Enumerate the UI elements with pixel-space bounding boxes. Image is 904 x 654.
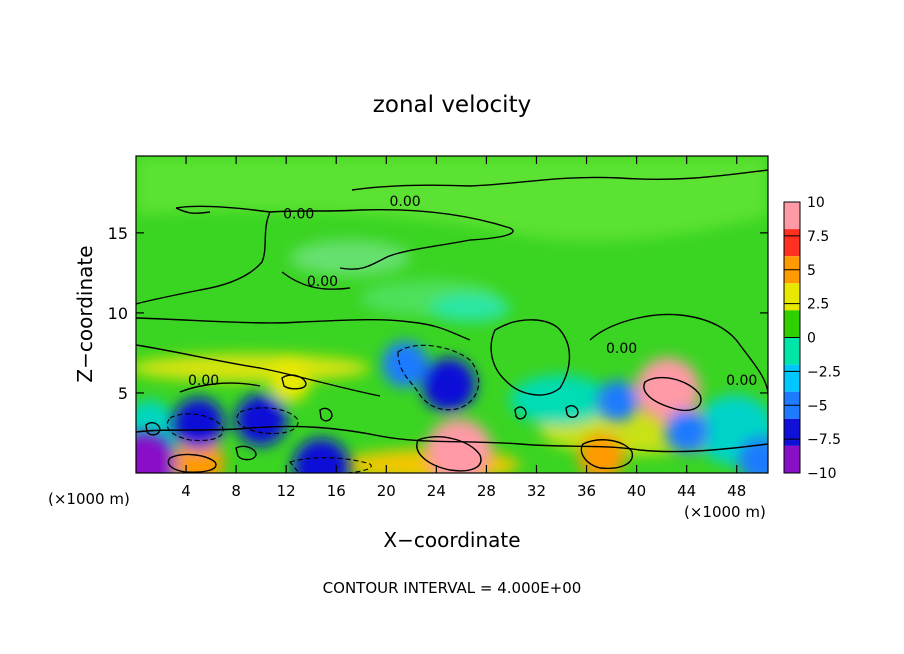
x-axis-title: X−coordinate [383, 528, 520, 552]
chart-title: zonal velocity [373, 92, 531, 118]
colorbar-tick-label: 0 [807, 331, 816, 347]
field-extremum-7 [235, 394, 287, 446]
contour-line [416, 436, 482, 472]
contour-line [167, 453, 217, 473]
contour-line [145, 422, 161, 436]
x-tick-label: 48 [727, 482, 746, 500]
y-axis-title: Z−coordinate [73, 245, 97, 382]
x-tick-label: 24 [427, 482, 446, 500]
y-tick-label: 10 [108, 304, 128, 323]
x-axis: 4 8 12 16 20 24 28 32 36 40 44 48 [181, 156, 746, 500]
contour-label-4: 0.00 [606, 341, 637, 357]
field-extremum-5 [421, 358, 476, 412]
field-extremum-core-12 [136, 449, 159, 473]
field-extremum-10 [664, 409, 709, 454]
x-tick-label: 32 [527, 482, 546, 500]
colorbar-segment [784, 310, 800, 338]
contour-line [175, 207, 211, 214]
x-tick-label: 4 [181, 482, 191, 500]
colorbar-tick-label: −2.5 [807, 364, 841, 380]
contour-label-3: 0.00 [188, 373, 219, 389]
contour-line [235, 445, 257, 461]
x-tick-label: 8 [231, 482, 241, 500]
contour-line [490, 319, 571, 396]
contour-line [136, 317, 471, 341]
colorbar-segment [784, 364, 800, 392]
colorbar-segment [784, 418, 800, 446]
field-extremum-core-0 [653, 375, 683, 405]
y-axis: 5 10 15 [108, 224, 768, 403]
contour-labels: 0.00 0.00 0.00 0.00 0.00 0.00 [188, 194, 757, 389]
x-tick-label: 12 [277, 482, 296, 500]
contour-line [281, 271, 351, 290]
upper-light-region [290, 240, 410, 276]
x-tick-label: 28 [477, 482, 496, 500]
x-tick-label: 40 [627, 482, 646, 500]
contour-line [580, 439, 634, 470]
contour-label-1: 0.00 [389, 194, 420, 210]
field-extremum-6 [172, 397, 225, 449]
negative-contours [166, 344, 480, 473]
field-extremum-4 [269, 361, 311, 403]
contour-line [136, 211, 271, 305]
contour-line [136, 344, 381, 397]
x-tick-label: 16 [327, 482, 346, 500]
colorbar-tick-label: −10 [807, 466, 837, 482]
yellow-band-left [136, 354, 370, 382]
field-extremum-9 [382, 341, 429, 388]
contour-line [319, 407, 333, 422]
field-extremum-11 [597, 380, 639, 422]
x-unit-label-left: (×1000 m) [48, 490, 130, 508]
x-unit-label-right: (×1000 m) [684, 503, 766, 521]
colorbar-tick-label: 5 [807, 263, 816, 279]
x-tick-label: 36 [577, 482, 596, 500]
contour-line [136, 425, 768, 453]
contour-label-5: 0.00 [726, 373, 757, 389]
colorbar-tick-label: −7.5 [807, 432, 841, 448]
plot-frame [135, 155, 769, 474]
colorbar-segment [784, 445, 800, 473]
colorbar-segment [784, 283, 800, 311]
colorbar-segment [784, 337, 800, 365]
cyan-region-center [510, 375, 610, 425]
x-tick-label: 20 [377, 482, 396, 500]
contour-line [179, 382, 261, 393]
field-extremum-core-1 [443, 437, 474, 468]
contour-label-0: 0.00 [283, 207, 314, 223]
contour-line [289, 457, 372, 473]
contour-line [643, 376, 702, 412]
colorbar-tick-label: 10 [807, 195, 825, 211]
colorbar-segment [784, 202, 800, 230]
contour-line [281, 374, 307, 390]
contour-lines [136, 169, 768, 473]
contour-line [589, 313, 768, 396]
contour-line [351, 169, 768, 191]
contour-interval-note: CONTOUR INTERVAL = 4.000E+00 [323, 579, 582, 597]
contour-line [565, 405, 579, 418]
colorbar-tick-label: −5 [807, 398, 828, 414]
field-extremum-8 [293, 438, 350, 473]
colorbar: 10 7.5 5 2.5 0 −2.5 −5 −7.5 −10 [783, 195, 841, 482]
colorbar-tick-label: 2.5 [807, 297, 829, 313]
contour-line [166, 413, 224, 442]
colorbar-segment [784, 229, 800, 257]
contour-label-2: 0.00 [307, 274, 338, 290]
colorbar-tick-label: 7.5 [807, 229, 829, 245]
y-tick-label: 5 [118, 384, 128, 403]
mid-cyan-region [430, 294, 510, 322]
y-tick-label: 15 [108, 224, 128, 243]
contour-line [236, 407, 299, 435]
x-tick-label: 44 [677, 482, 696, 500]
contour-line [397, 344, 480, 411]
contour-line [514, 406, 527, 420]
